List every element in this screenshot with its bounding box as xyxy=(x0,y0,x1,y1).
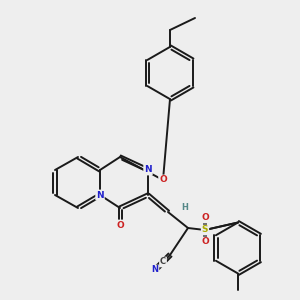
Text: H: H xyxy=(182,202,188,211)
Text: N: N xyxy=(96,190,104,200)
Text: O: O xyxy=(201,214,209,223)
Text: N: N xyxy=(144,166,152,175)
Text: O: O xyxy=(201,238,209,247)
Text: O: O xyxy=(116,220,124,230)
Text: C: C xyxy=(160,257,166,266)
Text: O: O xyxy=(159,176,167,184)
Text: S: S xyxy=(202,226,208,235)
Text: N: N xyxy=(152,266,158,274)
